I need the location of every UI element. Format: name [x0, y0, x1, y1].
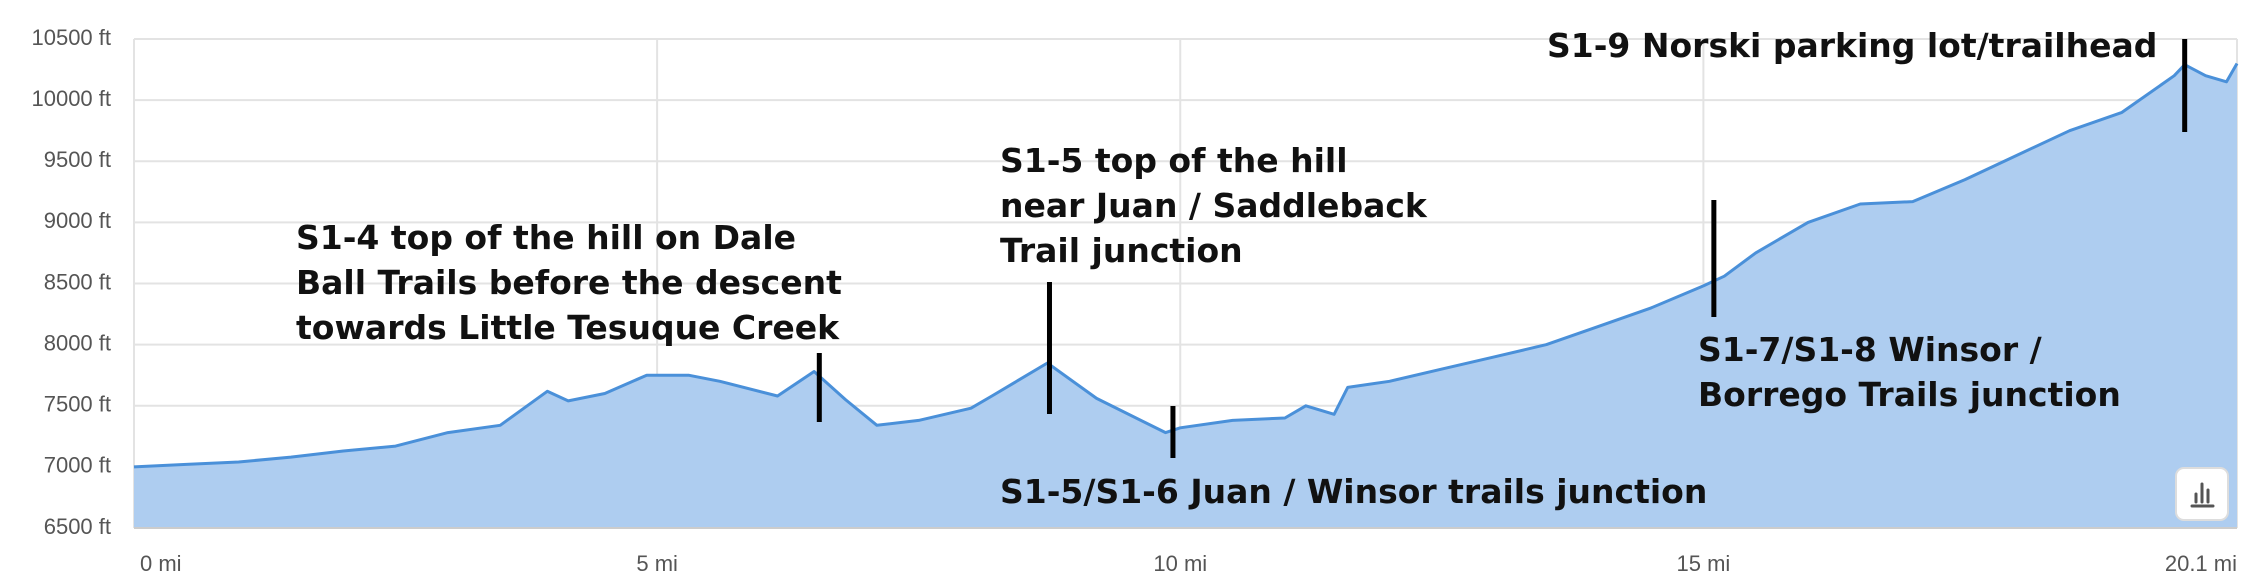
- x-tick-label: 10 mi: [1153, 551, 1207, 576]
- elevation-line: [133, 62, 2239, 469]
- annotation-text: S1-5/S1-6 Juan / Winsor trails junction: [1000, 472, 1707, 511]
- annotation-text: S1-7/S1-8 Winsor /: [1698, 330, 2043, 369]
- y-tick-label: 10500 ft: [31, 25, 111, 50]
- y-tick-label: 8500 ft: [44, 269, 111, 294]
- annotations: S1-4 top of the hill on Dale Ball Trails …: [296, 26, 2188, 511]
- annotation-text: S1-4 top of the hill on Dale: [296, 218, 796, 257]
- annotation-text: S1-9 Norski parking lot/trailhead: [1547, 26, 2157, 65]
- y-tick-label: 9500 ft: [44, 147, 111, 172]
- annotation-text: near Juan / Saddleback: [1000, 186, 1428, 225]
- x-tick-label: 5 mi: [636, 551, 678, 576]
- y-tick-label: 7500 ft: [44, 392, 111, 417]
- x-tick-label: 20.1 mi: [2165, 551, 2237, 576]
- annotation-text: Ball Trails before the descent: [296, 263, 842, 302]
- y-tick-label: 6500 ft: [44, 514, 111, 539]
- y-tick-label: 8000 ft: [44, 330, 111, 355]
- x-tick-label: 0 mi: [140, 551, 182, 576]
- x-tick-label: 15 mi: [1677, 551, 1731, 576]
- area-fill: [134, 63, 2237, 528]
- y-tick-label: 9000 ft: [44, 208, 111, 233]
- annotation-text: Trail junction: [1000, 231, 1243, 270]
- annotation-text: Borrego Trails junction: [1698, 375, 2121, 414]
- annotation-text: S1-5 top of the hill: [1000, 141, 1348, 180]
- y-tick-label: 10000 ft: [31, 86, 111, 111]
- y-tick-label: 7000 ft: [44, 453, 111, 478]
- annotation-text: towards Little Tesuque Creek: [296, 308, 840, 347]
- chart-toggle-button[interactable]: [2175, 467, 2229, 521]
- plot: [133, 62, 2239, 529]
